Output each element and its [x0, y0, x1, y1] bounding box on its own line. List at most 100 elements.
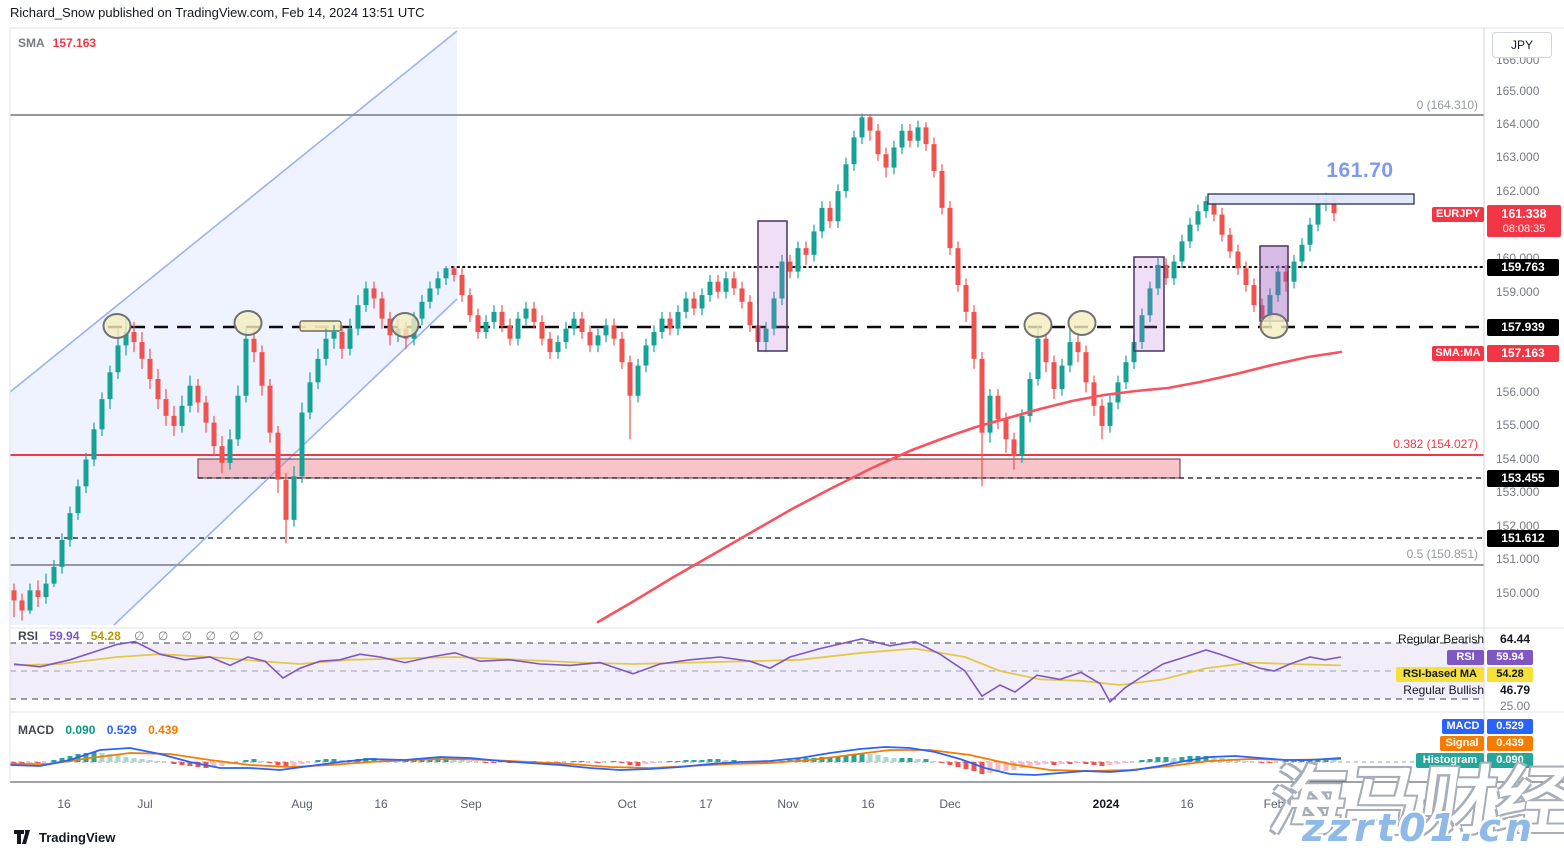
candle-body	[1051, 362, 1057, 390]
macd-hist-bar	[571, 761, 577, 762]
macd-hist-bar	[299, 762, 305, 764]
price-tick: 155.000	[1496, 418, 1540, 432]
candle-body	[1059, 365, 1065, 390]
candle-body	[259, 352, 265, 386]
candle-body	[339, 332, 345, 349]
macd-hist-bar	[643, 762, 649, 764]
rsi-axis-label: RSI	[1447, 650, 1484, 665]
macd-hist-bar	[1243, 761, 1249, 762]
candle-body	[659, 318, 665, 333]
trend-channel-lower-line	[113, 298, 458, 626]
macd-hist-bar	[451, 759, 457, 762]
candle-body	[859, 117, 865, 138]
candle-body	[459, 274, 465, 296]
time-axis-label: 16	[1180, 797, 1194, 811]
macd-hist-bar	[611, 761, 617, 762]
candle-body	[571, 318, 577, 329]
signal-axis-value: 0.439	[1487, 736, 1533, 751]
macd-hist-bar	[1331, 760, 1337, 762]
macd-hist-bar	[859, 753, 865, 762]
macd-hist-bar	[331, 759, 337, 762]
time-axis-label: 16	[374, 797, 388, 811]
candle-body	[107, 372, 113, 400]
candle-body	[475, 315, 481, 333]
candle-body	[251, 338, 257, 353]
macd-hist-bar	[971, 762, 977, 771]
candle-body	[315, 358, 321, 383]
yellow-circle-5	[1259, 313, 1289, 339]
candle-body	[883, 154, 889, 168]
candle-body	[803, 248, 809, 255]
candle-body	[499, 311, 505, 326]
candle-body	[35, 590, 41, 598]
candle-body	[163, 399, 169, 416]
macd-hist-bar	[1107, 762, 1113, 765]
candle-body	[267, 385, 273, 433]
candle-body	[923, 127, 929, 145]
watermark-site: zzrt01.cn	[1302, 806, 1537, 850]
candle-body	[963, 285, 969, 312]
macd-hist-bar	[979, 762, 985, 774]
sma-legend: SMA 157.163	[18, 36, 96, 50]
macd-hist-bar	[987, 762, 993, 773]
time-axis-label: Oct	[617, 797, 637, 811]
macd-hist-bar	[67, 756, 73, 762]
candle-body	[1139, 315, 1145, 343]
macd-hist-bar	[715, 759, 721, 762]
macd-hist-bar	[1115, 762, 1121, 764]
currency-toggle-button[interactable]: JPY	[1492, 32, 1552, 58]
macd-hist-bar	[939, 762, 945, 763]
candle-body	[1019, 415, 1025, 457]
macd-hist-bar	[219, 762, 225, 766]
candle-body	[387, 318, 393, 336]
macd-hist-bar	[11, 762, 17, 764]
rsi-ma-value: 54.28	[90, 629, 121, 643]
candle-body	[683, 298, 689, 312]
tradingview-attribution[interactable]: TradingView	[14, 830, 115, 845]
macd-hist-bar	[139, 759, 145, 762]
candle-body	[1075, 342, 1081, 353]
sma-legend-label: SMA	[18, 36, 45, 50]
candle-body	[539, 321, 545, 339]
candle-body	[547, 338, 553, 353]
candle-body	[11, 590, 17, 601]
macd-hist-bar	[923, 759, 929, 762]
sma-axis-value: 157.163	[1487, 345, 1559, 362]
time-axis-label: 16	[57, 797, 71, 811]
time-axis-label: Jul	[137, 797, 153, 811]
price-level-badge: 153.455	[1487, 470, 1559, 487]
yellow-circle-0	[102, 313, 132, 339]
candle-body	[579, 318, 585, 333]
candle-body	[467, 295, 473, 316]
candle-body	[779, 261, 785, 299]
regular-bearish-value: 64.44	[1499, 632, 1531, 646]
candle-body	[1067, 342, 1073, 366]
candle-body	[275, 432, 281, 480]
macd-hist-bar	[875, 755, 881, 762]
candle-body	[827, 207, 833, 222]
candle-body	[747, 301, 753, 326]
candle-body	[1259, 305, 1265, 319]
price-tick: 154.000	[1496, 452, 1540, 466]
fib-level-382-label: 0.382 (154.027)	[1393, 437, 1478, 451]
macd-hist-bar	[1283, 761, 1289, 762]
candle-body	[611, 325, 617, 339]
macd-hist-bar	[187, 762, 193, 766]
last-price-value: 161.338	[1501, 207, 1547, 221]
price-tick: 163.000	[1496, 150, 1540, 164]
purple-box-0	[757, 220, 788, 352]
macd-hist-bar	[835, 756, 841, 762]
candle-body	[283, 479, 289, 520]
macd-hist-bar	[1091, 762, 1097, 765]
macd-hist-bar	[691, 760, 697, 762]
candle-body	[875, 130, 881, 155]
macd-hist-bar	[675, 761, 681, 762]
macd-hist-bar	[1203, 756, 1209, 762]
macd-hist-bar	[883, 757, 889, 762]
candle-body	[131, 332, 137, 343]
byline: Richard_Snow published on TradingView.co…	[10, 5, 425, 20]
candle-body	[43, 583, 49, 598]
macd-hist-bar	[147, 760, 153, 762]
macd-hist-bar	[1267, 762, 1273, 763]
